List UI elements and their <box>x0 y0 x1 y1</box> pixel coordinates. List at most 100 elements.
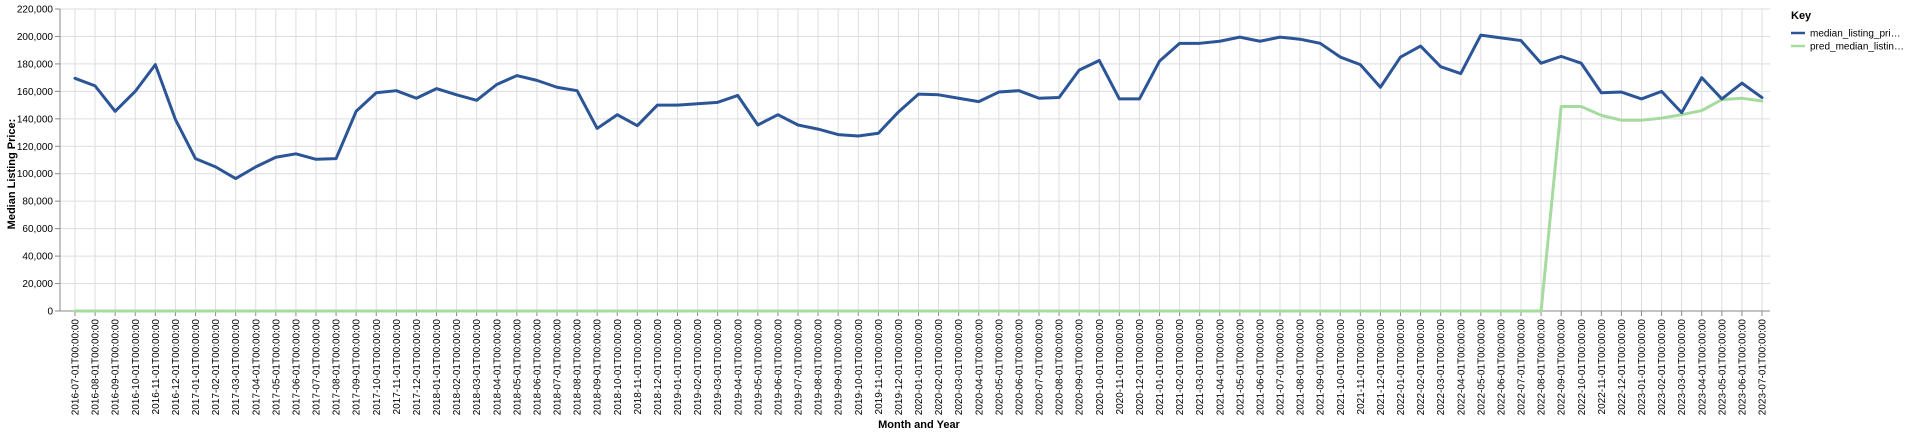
x-tick-label: 2017-07-01T00:00:00 <box>312 319 323 416</box>
x-tick-label: 2019-10-01T00:00:00 <box>854 319 865 416</box>
x-tick-label: 2021-05-01T00:00:00 <box>1235 319 1246 416</box>
x-tick-label: 2020-01-01T00:00:00 <box>914 319 925 416</box>
x-tick-label: 2021-03-01T00:00:00 <box>1195 319 1206 416</box>
x-tick-label: 2018-01-01T00:00:00 <box>432 319 443 416</box>
x-tick-label: 2023-03-01T00:00:00 <box>1677 319 1688 416</box>
x-tick-label: 2018-07-01T00:00:00 <box>553 319 564 416</box>
x-tick-label: 2022-04-01T00:00:00 <box>1456 319 1467 416</box>
x-tick-label: 2020-06-01T00:00:00 <box>1014 319 1025 416</box>
x-tick-label: 2017-09-01T00:00:00 <box>352 319 363 416</box>
series-lines <box>73 33 1764 313</box>
x-tick-label: 2018-08-01T00:00:00 <box>573 319 584 416</box>
x-tick-label: 2021-10-01T00:00:00 <box>1336 319 1347 416</box>
legend-label-pred: pred_median_listin… <box>1810 42 1904 53</box>
x-tick-label: 2023-02-01T00:00:00 <box>1657 319 1668 416</box>
x-tick-label: 2016-09-01T00:00:00 <box>111 319 122 416</box>
x-tick-label: 2021-07-01T00:00:00 <box>1276 319 1287 416</box>
x-axis-title: Month and Year <box>878 419 960 431</box>
x-tick-label: 2020-02-01T00:00:00 <box>934 319 945 416</box>
x-tick-label: 2019-04-01T00:00:00 <box>733 319 744 416</box>
x-tick-label: 2021-12-01T00:00:00 <box>1376 319 1387 416</box>
x-tick-label: 2019-03-01T00:00:00 <box>713 319 724 416</box>
x-tick-label: 2016-10-01T00:00:00 <box>131 319 142 416</box>
x-tick-label: 2016-11-01T00:00:00 <box>151 319 162 415</box>
x-tick-label: 2022-08-01T00:00:00 <box>1537 319 1548 416</box>
x-tick-label: 2020-05-01T00:00:00 <box>994 319 1005 416</box>
x-tick-label: 2017-10-01T00:00:00 <box>372 319 383 416</box>
x-tick-label: 2016-07-01T00:00:00 <box>71 319 82 416</box>
x-tick-label: 2020-10-01T00:00:00 <box>1095 319 1106 416</box>
x-tick-label: 2019-12-01T00:00:00 <box>894 319 905 416</box>
y-tick-label: 180,000 <box>17 59 54 70</box>
x-tick-label: 2019-07-01T00:00:00 <box>794 319 805 416</box>
x-tick-label: 2022-05-01T00:00:00 <box>1476 319 1487 416</box>
y-tick-label: 80,000 <box>22 197 53 208</box>
x-tick-label: 2023-04-01T00:00:00 <box>1697 319 1708 416</box>
x-tick-label: 2017-05-01T00:00:00 <box>271 319 282 416</box>
x-tick-label: 2017-02-01T00:00:00 <box>211 319 222 416</box>
legend-item-median: median_listing_pri… <box>1791 29 1901 40</box>
x-tick-label: 2020-11-01T00:00:00 <box>1115 319 1126 415</box>
x-tick-label: 2021-01-01T00:00:00 <box>1155 319 1166 416</box>
x-tick-label: 2020-12-01T00:00:00 <box>1135 319 1146 416</box>
legend-label-median: median_listing_pri… <box>1810 29 1901 40</box>
x-tick-label: 2018-02-01T00:00:00 <box>452 319 463 416</box>
x-tick-label: 2021-04-01T00:00:00 <box>1215 319 1226 416</box>
grid-lines <box>60 8 1770 312</box>
x-tick-label: 2017-08-01T00:00:00 <box>332 319 343 416</box>
x-tick-label: 2019-06-01T00:00:00 <box>773 319 784 416</box>
legend: Key median_listing_pri… pred_median_list… <box>1791 10 1904 53</box>
x-tick-label: 2020-07-01T00:00:00 <box>1035 319 1046 416</box>
y-tick-label: 220,000 <box>17 5 54 16</box>
y-tick-label: 60,000 <box>22 224 53 235</box>
x-tick-label: 2019-01-01T00:00:00 <box>673 319 684 416</box>
series-line-pred-median-listing-price <box>73 96 1764 313</box>
x-tick-label: 2020-03-01T00:00:00 <box>954 319 965 416</box>
legend-item-pred: pred_median_listin… <box>1791 42 1904 53</box>
y-tick-label: 40,000 <box>22 252 53 263</box>
x-tick-label: 2018-05-01T00:00:00 <box>512 319 523 416</box>
x-tick-label: 2018-09-01T00:00:00 <box>593 319 604 416</box>
x-tick-label: 2021-08-01T00:00:00 <box>1296 319 1307 416</box>
x-tick-label: 2022-03-01T00:00:00 <box>1436 319 1447 416</box>
x-tick-label: 2021-09-01T00:00:00 <box>1316 319 1327 416</box>
y-tick-label: 200,000 <box>17 32 54 43</box>
x-tick-label: 2018-04-01T00:00:00 <box>492 319 503 416</box>
y-tick-label: 20,000 <box>22 279 53 290</box>
x-tick-label: 2023-01-01T00:00:00 <box>1637 319 1648 416</box>
x-tick-label: 2020-04-01T00:00:00 <box>974 319 985 416</box>
x-tick-label: 2017-12-01T00:00:00 <box>412 319 423 416</box>
x-tick-label: 2018-10-01T00:00:00 <box>613 319 624 416</box>
x-tick-label: 2022-09-01T00:00:00 <box>1557 319 1568 416</box>
x-tick-label: 2018-06-01T00:00:00 <box>532 319 543 416</box>
axes: 0 20,000 40,000 60,000 80,000 100,000 120,000 1… <box>17 5 1770 416</box>
x-tick-label: 2018-12-01T00:00:00 <box>653 319 664 416</box>
x-tick-label: 2016-12-01T00:00:00 <box>171 319 182 416</box>
x-tick-label: 2023-07-01T00:00:00 <box>1758 319 1769 416</box>
y-tick-label: 160,000 <box>17 87 54 98</box>
x-tick-label: 2019-11-01T00:00:00 <box>874 319 885 415</box>
x-tick-label: 2021-02-01T00:00:00 <box>1175 319 1186 416</box>
x-tick-label: 2023-05-01T00:00:00 <box>1717 319 1728 416</box>
x-tick-label: 2022-07-01T00:00:00 <box>1517 319 1528 416</box>
x-tick-label: 2022-01-01T00:00:00 <box>1396 319 1407 416</box>
x-tick-label: 2022-06-01T00:00:00 <box>1496 319 1507 416</box>
x-tick-label: 2016-08-01T00:00:00 <box>91 319 102 416</box>
y-tick-label: 0 <box>47 307 53 318</box>
x-tick-label: 2019-02-01T00:00:00 <box>693 319 704 416</box>
x-tick-label: 2022-02-01T00:00:00 <box>1416 319 1427 416</box>
x-tick-label: 2017-01-01T00:00:00 <box>191 319 202 416</box>
y-tick-label: 100,000 <box>17 169 54 180</box>
x-tick-label: 2017-06-01T00:00:00 <box>291 319 302 416</box>
x-tick-label: 2017-03-01T00:00:00 <box>231 319 242 416</box>
x-tick-label: 2019-05-01T00:00:00 <box>753 319 764 416</box>
x-tick-label: 2023-06-01T00:00:00 <box>1737 319 1748 416</box>
x-tick-label: 2020-08-01T00:00:00 <box>1055 319 1066 416</box>
series-line-median-listing-price <box>73 33 1764 181</box>
y-tick-label: 120,000 <box>17 142 54 153</box>
x-tick-label: 2017-04-01T00:00:00 <box>251 319 262 416</box>
x-tick-label: 2019-08-01T00:00:00 <box>814 319 825 416</box>
legend-title: Key <box>1791 10 1812 22</box>
x-tick-label: 2021-11-01T00:00:00 <box>1356 319 1367 415</box>
x-tick-label: 2022-11-01T00:00:00 <box>1597 319 1608 415</box>
